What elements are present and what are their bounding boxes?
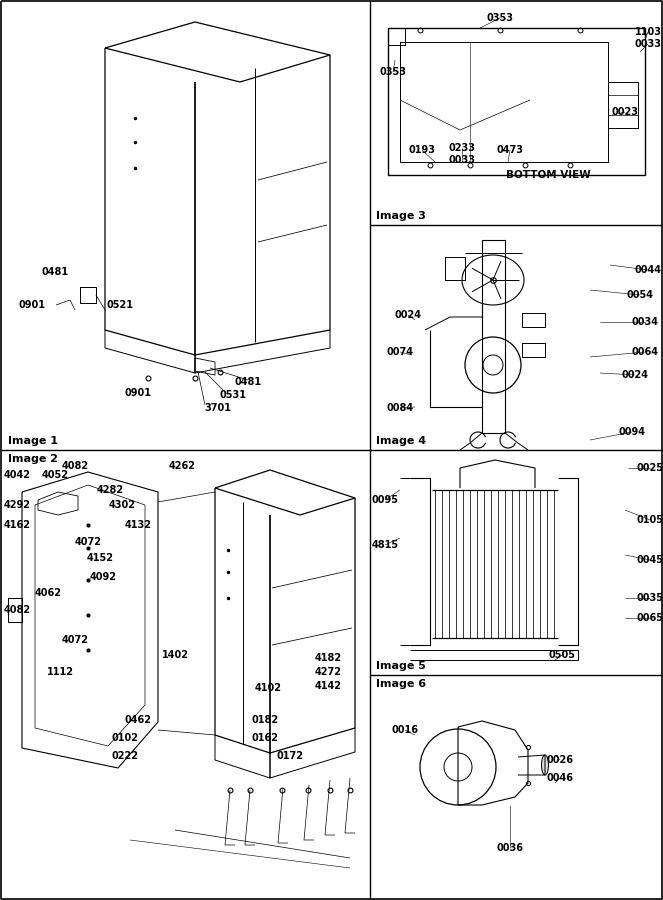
Text: 0046: 0046 <box>546 773 573 783</box>
Text: 0222: 0222 <box>111 751 139 761</box>
Text: 0353: 0353 <box>487 13 514 23</box>
Text: 0521: 0521 <box>107 300 133 310</box>
Text: 4262: 4262 <box>168 461 196 471</box>
Text: 0016: 0016 <box>391 725 418 735</box>
Text: 4142: 4142 <box>314 681 341 691</box>
Text: 4815: 4815 <box>371 540 398 550</box>
Text: BOTTOM VIEW: BOTTOM VIEW <box>506 170 590 180</box>
Text: 1103: 1103 <box>634 27 662 37</box>
Text: 4072: 4072 <box>74 537 101 547</box>
Text: 4182: 4182 <box>314 653 341 663</box>
Text: 1112: 1112 <box>46 667 74 677</box>
Text: 0045: 0045 <box>636 555 663 565</box>
Text: 0024: 0024 <box>621 370 648 380</box>
Text: 0353: 0353 <box>379 67 406 77</box>
Text: 0481: 0481 <box>235 377 262 387</box>
Text: 0901: 0901 <box>19 300 46 310</box>
Text: 0505: 0505 <box>548 650 575 660</box>
Text: Image 5: Image 5 <box>376 661 426 671</box>
Text: 0095: 0095 <box>371 495 398 505</box>
Text: 0033: 0033 <box>448 155 475 165</box>
Text: 0531: 0531 <box>219 390 247 400</box>
Text: 0193: 0193 <box>408 145 436 155</box>
Text: 0035: 0035 <box>636 593 663 603</box>
Text: Image 1: Image 1 <box>8 436 58 446</box>
Text: 4062: 4062 <box>34 588 62 598</box>
Text: 0033: 0033 <box>634 39 662 49</box>
Text: 1402: 1402 <box>162 650 188 660</box>
Text: 0065: 0065 <box>636 613 663 623</box>
Text: 0462: 0462 <box>125 715 152 725</box>
Ellipse shape <box>542 755 548 775</box>
Text: 0172: 0172 <box>276 751 304 761</box>
Text: 0074: 0074 <box>387 347 414 357</box>
Text: 4092: 4092 <box>90 572 117 582</box>
Text: 0481: 0481 <box>41 267 68 277</box>
Text: Image 2: Image 2 <box>8 454 58 464</box>
Text: 4042: 4042 <box>3 470 30 480</box>
Text: Image 3: Image 3 <box>376 211 426 221</box>
Text: 4152: 4152 <box>86 553 113 563</box>
Text: 0084: 0084 <box>387 403 414 413</box>
Text: 4272: 4272 <box>314 667 341 677</box>
Text: 0105: 0105 <box>636 515 663 525</box>
Text: 3701: 3701 <box>204 403 231 413</box>
Text: 0036: 0036 <box>497 843 524 853</box>
Text: 0064: 0064 <box>631 347 658 357</box>
Text: 0182: 0182 <box>251 715 278 725</box>
Text: 4282: 4282 <box>96 485 123 495</box>
Text: 4052: 4052 <box>42 470 68 480</box>
Text: 4132: 4132 <box>125 520 152 530</box>
Text: 4292: 4292 <box>3 500 30 510</box>
Text: 4082: 4082 <box>62 461 89 471</box>
Text: 0025: 0025 <box>636 463 663 473</box>
Text: 4162: 4162 <box>3 520 30 530</box>
Text: 4082: 4082 <box>3 605 30 615</box>
Text: 0102: 0102 <box>111 733 139 743</box>
Text: 0024: 0024 <box>394 310 422 320</box>
Text: 0034: 0034 <box>631 317 658 327</box>
Text: 4302: 4302 <box>109 500 135 510</box>
Text: 0054: 0054 <box>627 290 654 300</box>
Text: 0044: 0044 <box>634 265 662 275</box>
Text: 0094: 0094 <box>619 427 646 437</box>
Text: 4102: 4102 <box>255 683 282 693</box>
Text: 0026: 0026 <box>546 755 573 765</box>
Text: Image 6: Image 6 <box>376 679 426 689</box>
Text: 0233: 0233 <box>448 143 475 153</box>
Text: 0023: 0023 <box>611 107 638 117</box>
Text: 0162: 0162 <box>251 733 278 743</box>
Text: 4072: 4072 <box>62 635 88 645</box>
Text: 0473: 0473 <box>497 145 524 155</box>
Text: 0901: 0901 <box>125 388 152 398</box>
Text: Image 4: Image 4 <box>376 436 426 446</box>
